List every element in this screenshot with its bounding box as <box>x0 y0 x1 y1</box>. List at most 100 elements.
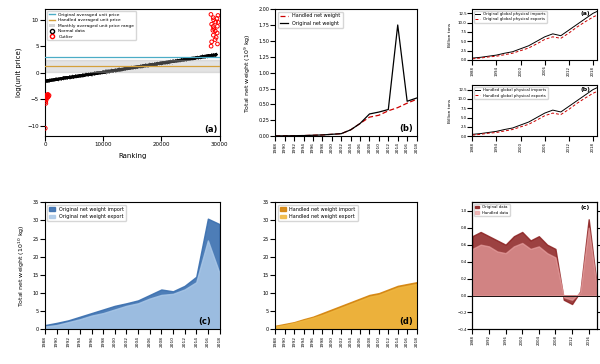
Point <box>158 59 168 64</box>
Point <box>45 78 55 84</box>
Point <box>133 63 143 68</box>
Point <box>50 76 59 82</box>
Point <box>136 63 145 69</box>
Point <box>184 56 193 62</box>
Point <box>60 75 70 81</box>
Point <box>59 75 69 80</box>
Point <box>122 65 132 71</box>
Point <box>122 64 131 70</box>
Point <box>188 55 198 61</box>
Point <box>46 77 55 83</box>
Point <box>134 64 144 70</box>
Point <box>204 52 214 58</box>
Point <box>188 55 198 61</box>
Point <box>51 76 61 82</box>
Point <box>76 73 85 79</box>
Point <box>116 65 126 71</box>
Point <box>49 77 59 83</box>
Point <box>119 65 129 71</box>
Point <box>52 75 62 81</box>
Point <box>114 67 124 72</box>
Point <box>61 75 70 81</box>
Point <box>144 62 154 67</box>
Point <box>107 67 116 72</box>
Point <box>76 73 86 79</box>
Point <box>176 57 185 63</box>
Point <box>146 63 156 69</box>
Point <box>149 60 158 66</box>
Point <box>47 76 57 82</box>
Point <box>112 67 122 72</box>
Point <box>87 71 97 76</box>
Point <box>202 53 212 59</box>
Point <box>173 58 183 63</box>
Point <box>187 55 197 61</box>
Point <box>105 67 115 73</box>
Point <box>107 68 116 74</box>
Point <box>77 73 86 79</box>
Point <box>59 75 69 81</box>
Point <box>70 73 80 79</box>
Point <box>184 55 194 61</box>
Point <box>111 66 121 72</box>
Point <box>112 67 122 73</box>
Point <box>83 70 92 76</box>
Point <box>140 62 150 68</box>
Point <box>175 59 185 64</box>
Point <box>172 57 181 63</box>
Point <box>49 75 58 81</box>
Point <box>202 54 212 59</box>
Point <box>119 66 129 72</box>
Point <box>155 60 165 66</box>
Point <box>103 68 113 74</box>
Point <box>92 71 101 77</box>
Point <box>183 55 193 61</box>
Point <box>212 51 221 57</box>
Point <box>191 55 200 61</box>
Point <box>189 54 199 60</box>
Point <box>45 76 55 82</box>
Point <box>55 76 65 82</box>
Point <box>54 77 64 83</box>
Point <box>194 53 204 59</box>
Point <box>122 66 131 71</box>
Point <box>176 56 186 62</box>
Point <box>211 51 221 57</box>
Point <box>55 76 65 82</box>
Point <box>158 59 167 65</box>
Point <box>194 55 204 60</box>
Point <box>74 74 83 80</box>
Point <box>170 58 179 64</box>
Point <box>160 59 170 65</box>
Point <box>173 58 182 63</box>
Point <box>185 56 194 62</box>
Point <box>210 52 220 58</box>
Point <box>155 59 165 65</box>
Point <box>63 74 73 79</box>
Point <box>176 58 186 63</box>
Point <box>101 68 111 74</box>
Point <box>80 71 90 77</box>
Point <box>105 67 115 73</box>
Point <box>200 53 210 59</box>
Point <box>155 60 164 66</box>
Point <box>205 52 215 58</box>
Point <box>73 72 83 78</box>
Point <box>157 60 166 66</box>
Point <box>113 66 123 72</box>
Point <box>175 59 185 64</box>
Point <box>57 75 67 81</box>
Point <box>114 67 124 72</box>
Point <box>60 74 70 79</box>
Point <box>157 59 167 65</box>
Point <box>157 59 167 65</box>
Point <box>206 53 216 59</box>
Point <box>77 74 86 80</box>
Point <box>65 75 75 80</box>
Point <box>44 76 53 82</box>
Point <box>40 78 50 84</box>
Point <box>187 56 196 62</box>
Point <box>112 68 122 74</box>
Point <box>46 76 56 82</box>
Point <box>178 56 188 62</box>
